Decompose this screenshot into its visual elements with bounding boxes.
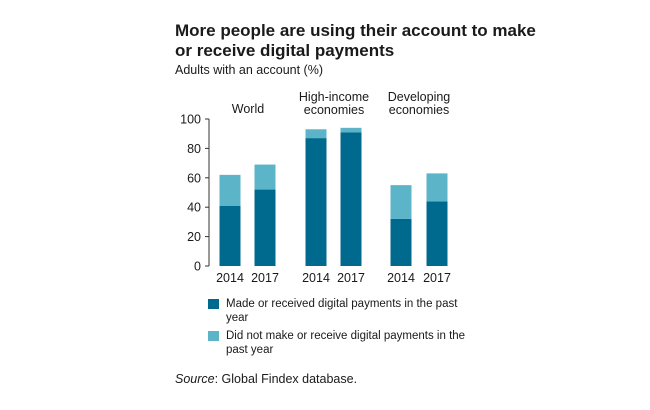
x-tick-label: 2017 [251,271,279,285]
y-tick-label: 40 [187,201,201,215]
legend-item-not-made: Did not make or receive digital payments… [208,329,468,357]
bar-segment-made [305,138,327,266]
x-tick-label: 2014 [302,271,330,285]
group-label: Developing [388,90,451,104]
legend-label-made: Made or received digital payments in the… [226,298,458,324]
bar-segment-not-made [219,174,241,206]
y-tick-label: 60 [187,171,201,185]
legend-swatch-made [208,299,219,309]
x-axis-labels: 2014 2017 2014 2017 2014 2017 [216,271,451,285]
bar-segment-made [426,201,448,266]
x-tick-label: 2014 [216,271,244,285]
y-tick-label: 100 [180,113,201,127]
y-tick-label: 80 [187,142,201,156]
legend: Made or received digital payments in the… [208,297,468,361]
bar-segment-not-made [305,129,327,139]
group-label: economies [304,103,364,117]
bar-segment-not-made [426,173,448,202]
y-tick-label: 0 [194,260,201,274]
x-tick-label: 2017 [423,271,451,285]
bar-segment-not-made [340,127,362,133]
chart-title: More people are using their account to m… [175,21,536,60]
group-labels: WorldHigh-incomeeconomiesDevelopingecono… [232,90,451,117]
bar-segment-not-made [390,185,412,219]
legend-item-made: Made or received digital payments in the… [208,297,468,325]
chart-subtitle: Adults with an account (%) [175,63,323,77]
bar-segment-made [254,189,276,266]
y-axis: 0 20 40 60 80 100 [180,113,210,274]
legend-label-not-made: Did not make or receive digital payments… [226,330,466,356]
group-label: World [232,102,264,116]
group-label: High-income [299,90,369,104]
x-tick-label: 2017 [337,271,365,285]
group-label: economies [389,103,449,117]
bar-segment-not-made [254,164,276,190]
y-tick-label: 20 [187,230,201,244]
x-tick-label: 2014 [387,271,415,285]
source-text: : Global Findex database. [214,372,358,386]
legend-swatch-not-made [208,331,219,341]
bar-segment-made [390,218,412,266]
source-prefix: Source [175,372,215,386]
bar-segment-made [340,132,362,266]
source-note: Source: Global Findex database. [175,372,357,386]
bars [219,127,448,266]
bar-segment-made [219,205,241,266]
